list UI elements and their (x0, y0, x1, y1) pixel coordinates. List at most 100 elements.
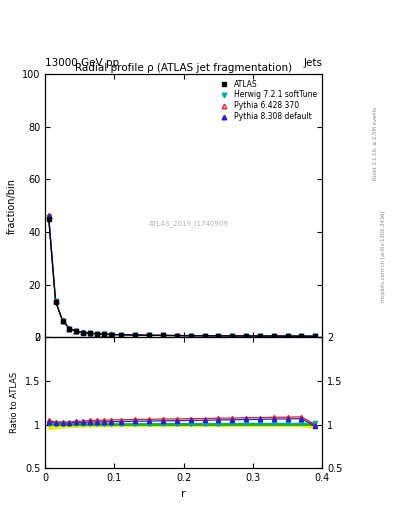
Pythia 6.428 370 (119, 332, 124, 338)
ATLAS (161, 332, 165, 338)
Pythia 6.428 370 (285, 333, 290, 339)
Text: Rivet 3.1.10, ≥ 2.5M events: Rivet 3.1.10, ≥ 2.5M events (373, 106, 378, 180)
Pythia 6.428 370 (147, 332, 151, 338)
ATLAS (81, 330, 86, 336)
Pythia 6.428 370 (257, 333, 262, 339)
Herwig 7.2.1 softTune (102, 331, 107, 337)
Pythia 8.308 default (230, 333, 235, 339)
Pythia 6.428 370 (133, 332, 138, 338)
ATLAS (174, 333, 179, 339)
Herwig 7.2.1 softTune (119, 332, 124, 338)
Pythia 6.428 370 (216, 333, 221, 339)
ATLAS (313, 333, 318, 339)
Pythia 8.308 default (102, 331, 107, 337)
ATLAS (202, 333, 207, 339)
ATLAS (67, 326, 72, 332)
Pythia 8.308 default (133, 332, 138, 338)
ATLAS (119, 332, 124, 338)
Herwig 7.2.1 softTune (81, 330, 86, 336)
Text: 13000 GeV pp: 13000 GeV pp (45, 57, 119, 68)
Pythia 8.308 default (53, 298, 58, 304)
ATLAS (188, 333, 193, 339)
Pythia 8.308 default (216, 333, 221, 339)
Herwig 7.2.1 softTune (161, 332, 165, 338)
Herwig 7.2.1 softTune (46, 215, 51, 221)
Y-axis label: fraction/bin: fraction/bin (6, 178, 17, 233)
Herwig 7.2.1 softTune (202, 333, 207, 339)
ATLAS (46, 216, 51, 222)
Pythia 8.308 default (81, 329, 86, 335)
Herwig 7.2.1 softTune (88, 330, 93, 336)
ATLAS (299, 333, 304, 339)
Pythia 6.428 370 (230, 333, 235, 339)
Pythia 8.308 default (147, 332, 151, 338)
Pythia 6.428 370 (74, 328, 79, 334)
Pythia 6.428 370 (202, 333, 207, 339)
Pythia 6.428 370 (272, 333, 276, 339)
ATLAS (108, 331, 113, 337)
Pythia 6.428 370 (108, 331, 113, 337)
ATLAS (147, 332, 151, 338)
Line: Pythia 6.428 370: Pythia 6.428 370 (46, 212, 318, 338)
Herwig 7.2.1 softTune (216, 333, 221, 339)
ATLAS (60, 318, 65, 324)
Herwig 7.2.1 softTune (244, 333, 248, 339)
Pythia 6.428 370 (95, 331, 99, 337)
ATLAS (95, 331, 99, 337)
Pythia 8.308 default (244, 333, 248, 339)
Herwig 7.2.1 softTune (230, 333, 235, 339)
Pythia 6.428 370 (67, 325, 72, 331)
Line: Herwig 7.2.1 softTune: Herwig 7.2.1 softTune (46, 215, 318, 338)
Pythia 8.308 default (188, 333, 193, 339)
Pythia 8.308 default (74, 328, 79, 334)
Herwig 7.2.1 softTune (108, 331, 113, 337)
Herwig 7.2.1 softTune (95, 331, 99, 337)
Herwig 7.2.1 softTune (285, 333, 290, 339)
Text: mcplots.cern.ch [arXiv:1306.3436]: mcplots.cern.ch [arXiv:1306.3436] (381, 210, 386, 302)
Pythia 8.308 default (285, 333, 290, 339)
Text: Jets: Jets (303, 57, 322, 68)
ATLAS (230, 333, 235, 339)
Pythia 6.428 370 (188, 332, 193, 338)
Herwig 7.2.1 softTune (188, 333, 193, 339)
Pythia 6.428 370 (313, 333, 318, 339)
ATLAS (216, 333, 221, 339)
Pythia 6.428 370 (81, 329, 86, 335)
Herwig 7.2.1 softTune (299, 333, 304, 339)
Pythia 8.308 default (202, 333, 207, 339)
Pythia 6.428 370 (244, 333, 248, 339)
Pythia 6.428 370 (174, 332, 179, 338)
Pythia 8.308 default (161, 332, 165, 338)
Pythia 8.308 default (272, 333, 276, 339)
ATLAS (272, 333, 276, 339)
Herwig 7.2.1 softTune (74, 328, 79, 334)
Pythia 8.308 default (60, 317, 65, 324)
Pythia 6.428 370 (88, 330, 93, 336)
ATLAS (133, 332, 138, 338)
ATLAS (257, 333, 262, 339)
ATLAS (74, 328, 79, 334)
Pythia 6.428 370 (161, 332, 165, 338)
ATLAS (88, 330, 93, 336)
Pythia 8.308 default (88, 330, 93, 336)
ATLAS (244, 333, 248, 339)
Pythia 8.308 default (67, 326, 72, 332)
Herwig 7.2.1 softTune (60, 317, 65, 324)
Herwig 7.2.1 softTune (53, 298, 58, 305)
Line: Pythia 8.308 default: Pythia 8.308 default (46, 214, 318, 338)
Pythia 8.308 default (174, 332, 179, 338)
Pythia 6.428 370 (60, 317, 65, 324)
Legend: ATLAS, Herwig 7.2.1 softTune, Pythia 6.428 370, Pythia 8.308 default: ATLAS, Herwig 7.2.1 softTune, Pythia 6.4… (215, 78, 318, 123)
Herwig 7.2.1 softTune (272, 333, 276, 339)
ATLAS (102, 331, 107, 337)
Y-axis label: Ratio to ATLAS: Ratio to ATLAS (10, 372, 19, 433)
X-axis label: r: r (182, 489, 186, 499)
Pythia 6.428 370 (299, 333, 304, 339)
Herwig 7.2.1 softTune (313, 333, 318, 339)
Pythia 8.308 default (46, 213, 51, 219)
ATLAS (53, 298, 58, 305)
Herwig 7.2.1 softTune (257, 333, 262, 339)
Pythia 8.308 default (119, 332, 124, 338)
Pythia 6.428 370 (53, 297, 58, 304)
Pythia 8.308 default (257, 333, 262, 339)
